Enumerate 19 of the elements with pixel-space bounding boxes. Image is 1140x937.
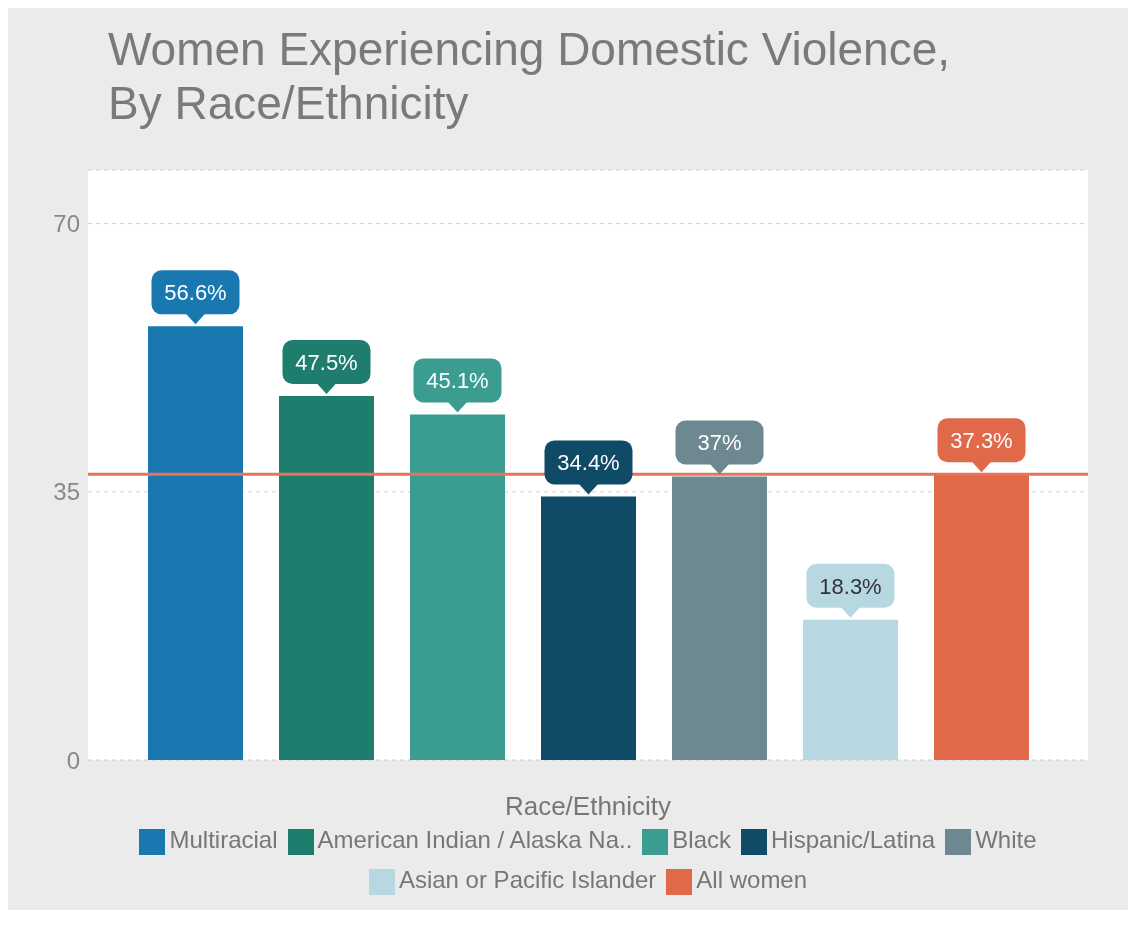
x-axis-title: Race/Ethnicity (504, 791, 672, 821)
data-label: 18.3% (819, 573, 882, 599)
legend-label: Multiracial (169, 826, 278, 853)
y-tick-label: 0 (66, 746, 80, 774)
legend-label: White (975, 826, 1037, 853)
y-tick-label: 35 (53, 478, 80, 506)
y-tick-label: 70 (53, 210, 80, 238)
legend-label: American Indian / Alaska Na.. (317, 826, 633, 853)
data-label: 37.3% (950, 428, 1013, 454)
legend-label: Hispanic/Latina (771, 826, 936, 853)
data-label: 34.4% (557, 450, 620, 476)
data-label: 45.1% (426, 368, 489, 394)
legend-label: All women (696, 866, 808, 893)
legend-label: Asian or Pacific Islander (398, 866, 657, 893)
data-label: 37% (697, 430, 742, 456)
data-label: 47.5% (295, 350, 358, 376)
legend-label: Black (672, 826, 732, 853)
chart-title: Women Experiencing Domestic Violence, By Race/Ethnicity (107, 22, 952, 130)
data-label: 56.6% (164, 280, 227, 306)
